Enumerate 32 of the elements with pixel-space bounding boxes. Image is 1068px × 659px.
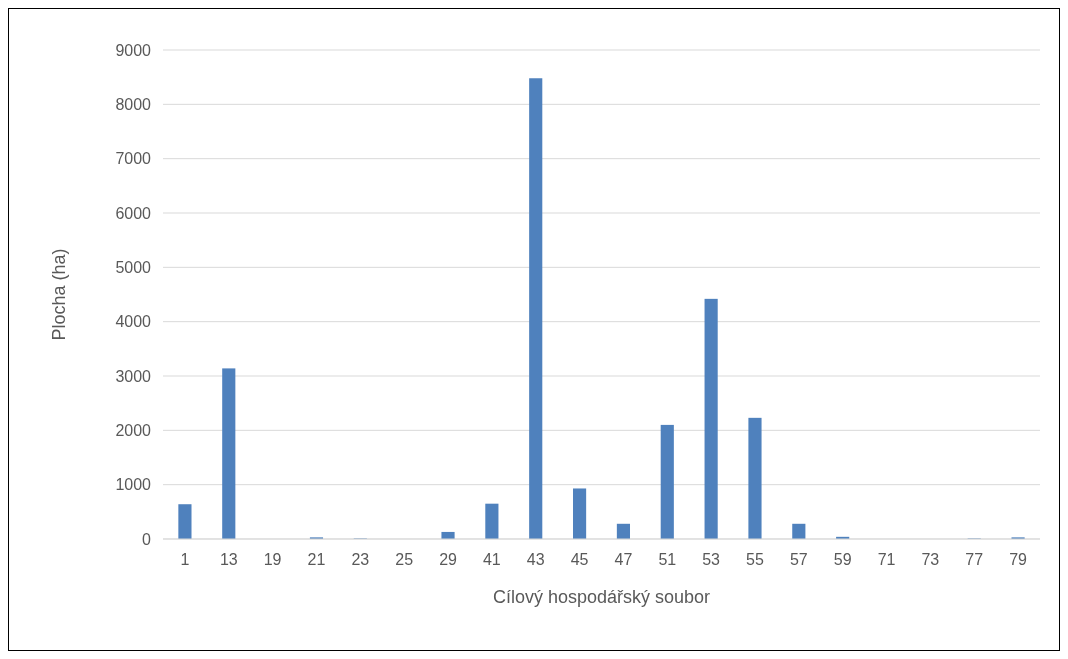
x-tick-label: 25 [395, 551, 414, 568]
y-tick-label: 7000 [115, 150, 152, 168]
x-tick-label: 73 [921, 551, 940, 568]
x-axis-title: Cílový hospodářský soubor [492, 587, 711, 607]
x-tick-label: 21 [307, 551, 326, 568]
x-tick-label: 23 [351, 551, 370, 568]
y-tick-label: 8000 [115, 95, 152, 113]
x-tick-label: 45 [570, 551, 589, 568]
x-tick-label: 71 [877, 551, 896, 568]
x-tick-label: 13 [219, 551, 238, 568]
x-tick-label: 1 [180, 551, 190, 568]
x-tick-label: 55 [746, 551, 764, 568]
x-tick-label: 79 [1009, 551, 1028, 568]
y-axis-title: Plocha (ha) [49, 248, 69, 341]
x-tick-label: 51 [658, 551, 677, 568]
x-tick-label: 53 [702, 551, 721, 568]
y-tick-label: 9000 [115, 41, 152, 59]
x-tick-label: 47 [614, 551, 633, 568]
x-tick-label: 59 [833, 551, 852, 568]
y-tick-label: 5000 [115, 258, 152, 276]
y-tick-label: 1000 [115, 476, 152, 494]
y-tick-label: 6000 [115, 204, 152, 222]
y-tick-label: 2000 [115, 421, 152, 439]
x-tick-label: 29 [439, 551, 458, 568]
y-tick-label: 3000 [115, 367, 152, 385]
x-tick-label: 77 [965, 551, 984, 568]
y-tick-label: 0 [142, 530, 152, 548]
x-tick-label: 41 [482, 551, 501, 568]
x-tick-label: 19 [263, 551, 282, 568]
x-tick-label: 43 [526, 551, 545, 568]
x-tick-label: 57 [789, 551, 808, 568]
y-tick-label: 4000 [115, 313, 152, 331]
